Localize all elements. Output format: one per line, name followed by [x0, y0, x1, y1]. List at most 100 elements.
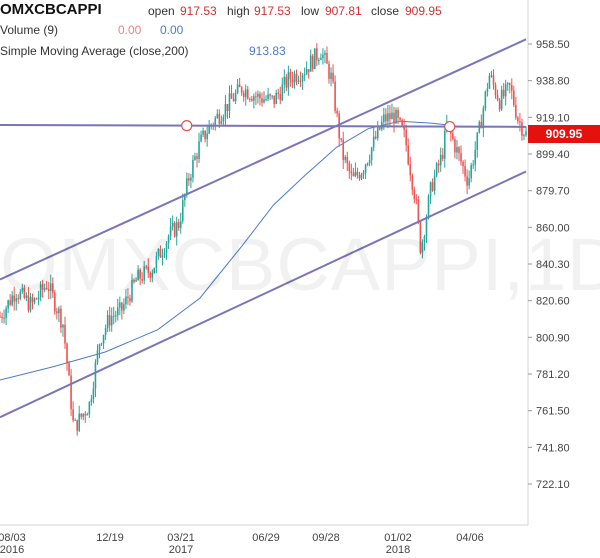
candle-body — [15, 298, 18, 302]
candle-body — [234, 92, 237, 102]
price-tick-label: 840.30 — [536, 259, 570, 271]
candle-body — [218, 113, 221, 124]
candle-body — [519, 121, 521, 123]
candle-body — [204, 130, 206, 140]
candle-body — [344, 156, 347, 160]
open-label: open — [148, 4, 175, 18]
candle-body — [407, 145, 410, 165]
candle-body — [248, 98, 251, 100]
candle-body — [121, 302, 123, 311]
candle-body — [480, 121, 483, 129]
candle-body — [155, 256, 158, 268]
price-tick-label: 722.10 — [536, 479, 570, 491]
candle-body — [431, 182, 434, 191]
candle-body — [238, 84, 241, 88]
candle-body — [173, 223, 176, 237]
high-label: high — [227, 4, 250, 18]
candle-body — [515, 104, 517, 118]
candle-body — [228, 93, 231, 112]
candle-body — [171, 223, 174, 227]
candle-body — [474, 150, 477, 165]
time-tick-label: 01/02 — [384, 532, 412, 544]
volume-label[interactable]: Volume (9) — [0, 23, 59, 37]
candle-body — [387, 113, 389, 122]
candle-body — [106, 315, 109, 329]
time-tick-label: 04/06 — [456, 532, 484, 544]
candle-body — [66, 343, 68, 364]
candle-body — [508, 83, 511, 86]
candle-body — [255, 96, 257, 98]
sma-label[interactable]: Simple Moving Average (close,200) — [0, 44, 189, 58]
candle-body — [460, 152, 462, 162]
candle-body — [330, 72, 332, 80]
close-label: close — [371, 4, 400, 18]
candle-body — [131, 279, 133, 302]
candle-body — [21, 287, 24, 292]
candle-body — [88, 401, 91, 415]
candle-body — [125, 296, 127, 305]
candle-body — [350, 171, 353, 174]
candle-body — [104, 328, 107, 335]
candle-body — [295, 73, 298, 82]
time-tick-label: 06/29 — [252, 532, 280, 544]
candle-body — [336, 110, 338, 114]
candle-body — [76, 419, 78, 431]
candle-body — [523, 135, 525, 137]
candle-body — [281, 84, 284, 101]
candle-body — [423, 236, 426, 242]
candle-body — [112, 315, 115, 317]
candle-body — [108, 315, 111, 326]
candle-body — [287, 72, 290, 88]
candle-body — [311, 55, 314, 70]
candles — [0, 43, 527, 436]
candle-body — [192, 159, 194, 178]
candle-body — [184, 194, 186, 201]
candle-body — [0, 316, 1, 318]
candle-body — [19, 291, 22, 299]
candle-body — [285, 76, 288, 88]
candle-body — [441, 154, 444, 159]
candle-body — [94, 362, 97, 389]
candle-body — [33, 298, 36, 303]
candle-body — [263, 99, 265, 103]
candle-body — [116, 307, 119, 316]
candle-body — [403, 126, 405, 130]
candle-body — [334, 81, 336, 111]
candle-body — [267, 94, 269, 100]
candle-body — [244, 89, 247, 98]
candle-body — [145, 266, 148, 268]
candle-body — [9, 300, 11, 305]
candle-body — [72, 409, 74, 421]
candle-body — [114, 315, 117, 317]
candle-body — [194, 156, 196, 160]
price-tick-label: 741.80 — [536, 442, 570, 454]
candle-body — [41, 284, 44, 290]
candle-body — [110, 316, 113, 326]
price-axis: 958.50 938.80 919.10 899.40 879.70 860.00 840.… — [527, 0, 570, 525]
price-tick-label: 781.20 — [536, 369, 570, 381]
candle-body — [200, 134, 202, 142]
candle-body — [269, 94, 271, 96]
candle-body — [257, 93, 259, 97]
symbol-name[interactable]: OMXCBCAPPI — [0, 1, 102, 18]
candle-body — [301, 75, 304, 82]
time-tick-label: 09/28 — [312, 532, 340, 544]
candle-body — [360, 174, 363, 179]
candle-body — [224, 104, 227, 118]
candle-body — [177, 222, 180, 228]
candle-body — [405, 129, 407, 146]
candle-body — [202, 130, 204, 135]
candle-body — [100, 343, 103, 345]
candle-body — [265, 99, 267, 101]
candle-body — [427, 196, 430, 219]
candle-body — [1, 316, 3, 319]
candle-body — [147, 266, 150, 273]
candle-body — [332, 72, 334, 82]
candle-body — [62, 324, 64, 328]
price-tick-label: 761.50 — [536, 406, 570, 418]
candle-body — [472, 164, 474, 166]
candle-body — [86, 414, 89, 416]
candle-body — [7, 300, 9, 309]
